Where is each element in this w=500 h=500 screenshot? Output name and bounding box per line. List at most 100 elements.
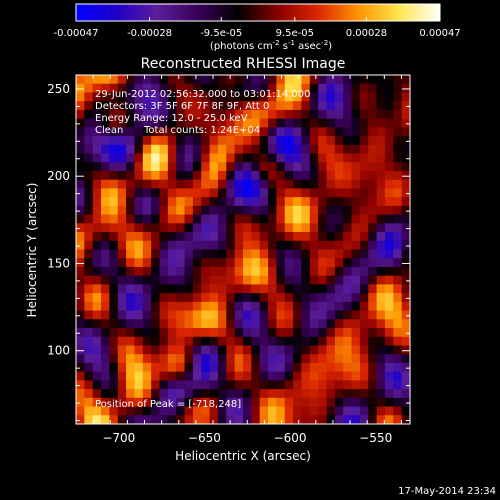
heatmap-cell xyxy=(268,101,277,111)
heatmap-cell xyxy=(326,109,336,120)
heatmap-cell xyxy=(351,83,361,94)
heatmap-cell xyxy=(226,223,236,233)
heatmap-cell xyxy=(276,83,286,94)
heatmap-cell xyxy=(117,362,127,373)
heatmap-cell xyxy=(401,336,410,347)
heatmap-cell xyxy=(251,301,261,312)
heatmap-cell xyxy=(251,214,261,224)
heatmap-cell xyxy=(376,275,386,285)
heatmap-cell xyxy=(151,240,161,251)
heatmap-cell xyxy=(134,223,144,233)
heatmap-cell xyxy=(117,170,127,181)
heatmap-cell xyxy=(359,240,369,251)
heatmap-cell xyxy=(84,223,94,233)
heatmap-cell xyxy=(192,240,202,251)
heatmap-cell xyxy=(276,162,286,172)
heatmap-cell xyxy=(368,214,378,224)
heatmap-cell xyxy=(251,293,261,303)
heatmap-cell xyxy=(334,389,344,399)
heatmap-cell xyxy=(167,380,177,390)
heatmap-cell xyxy=(276,249,286,259)
heatmap-cell xyxy=(226,266,236,277)
heatmap-cell xyxy=(126,101,136,111)
heatmap-cell xyxy=(226,232,236,242)
heatmap-cell xyxy=(109,258,119,268)
heatmap-cell xyxy=(76,415,85,424)
heatmap-cell xyxy=(276,406,286,416)
heatmap-cell xyxy=(318,83,328,94)
heatmap-cell xyxy=(301,310,311,320)
heatmap-cells xyxy=(76,75,410,424)
heatmap-cell xyxy=(351,153,361,163)
heatmap-cell xyxy=(401,75,410,85)
heatmap-cell xyxy=(176,389,186,399)
heatmap-cell xyxy=(109,83,119,94)
heatmap-cell xyxy=(76,389,85,399)
heatmap-cell xyxy=(393,293,403,303)
heatmap-cell xyxy=(301,92,311,102)
heatmap-cell xyxy=(293,232,303,242)
heatmap-cell xyxy=(326,101,336,111)
heatmap-cell xyxy=(259,371,269,381)
heatmap-cell xyxy=(243,179,252,190)
heatmap-cell xyxy=(309,188,319,198)
heatmap-cell xyxy=(92,188,102,198)
heatmap-cell xyxy=(251,144,261,155)
heatmap-cell xyxy=(201,301,211,312)
heatmap-cell xyxy=(359,275,369,285)
heatmap-cell xyxy=(384,214,394,224)
heatmap-cell xyxy=(76,75,85,85)
heatmap-cell xyxy=(217,371,227,381)
heatmap-cell xyxy=(293,92,303,102)
heatmap-cell xyxy=(167,249,177,259)
heatmap-cell xyxy=(76,232,85,242)
heatmap-cell xyxy=(151,162,161,172)
heatmap-cell xyxy=(243,380,252,390)
heatmap-cell xyxy=(101,92,110,102)
heatmap-cell xyxy=(268,136,277,146)
heatmap-cell xyxy=(159,362,169,373)
heatmap-cell xyxy=(217,319,227,329)
heatmap-cell xyxy=(167,214,177,224)
heatmap-cell xyxy=(251,389,261,399)
heatmap-cell xyxy=(326,266,336,277)
heatmap-cell xyxy=(293,162,303,172)
heatmap-cell xyxy=(201,310,211,320)
heatmap-cell xyxy=(343,380,353,390)
heatmap-cell xyxy=(268,362,277,373)
heatmap-cell xyxy=(376,162,386,172)
heatmap-cell xyxy=(334,336,344,347)
heatmap-cell xyxy=(401,293,410,303)
annotation-counts: Total counts: 1.24E+04 xyxy=(143,125,260,136)
heatmap-cell xyxy=(393,310,403,320)
heatmap-cell xyxy=(176,415,186,424)
heatmap-cell xyxy=(368,293,378,303)
heatmap-cell xyxy=(101,223,110,233)
heatmap-cell xyxy=(359,101,369,111)
heatmap-cell xyxy=(326,354,336,364)
heatmap-cell xyxy=(343,319,353,329)
heatmap-cell xyxy=(117,301,127,312)
heatmap-cell xyxy=(309,83,319,94)
heatmap-cell xyxy=(326,415,336,424)
heatmap-cell xyxy=(284,293,294,303)
heatmap-cell xyxy=(359,328,369,338)
heatmap-cell xyxy=(101,188,110,198)
heatmap-cell xyxy=(351,197,361,207)
heatmap-cell xyxy=(192,162,202,172)
heatmap-cell xyxy=(251,336,261,347)
heatmap-cell xyxy=(293,284,303,294)
heatmap-cell xyxy=(234,205,244,216)
heatmap-cell xyxy=(359,406,369,416)
heatmap-cell xyxy=(217,397,227,408)
heatmap-cell xyxy=(217,266,227,277)
heatmap-cell xyxy=(251,188,261,198)
colorbar-tick-label: -0.00028 xyxy=(127,28,172,39)
heatmap-cell xyxy=(142,153,152,163)
heatmap-cell xyxy=(117,380,127,390)
heatmap-cell xyxy=(384,188,394,198)
heatmap-cell xyxy=(276,127,286,137)
y-tick-label: 200 xyxy=(47,169,70,183)
heatmap-cell xyxy=(109,205,119,216)
heatmap-cell xyxy=(368,205,378,216)
